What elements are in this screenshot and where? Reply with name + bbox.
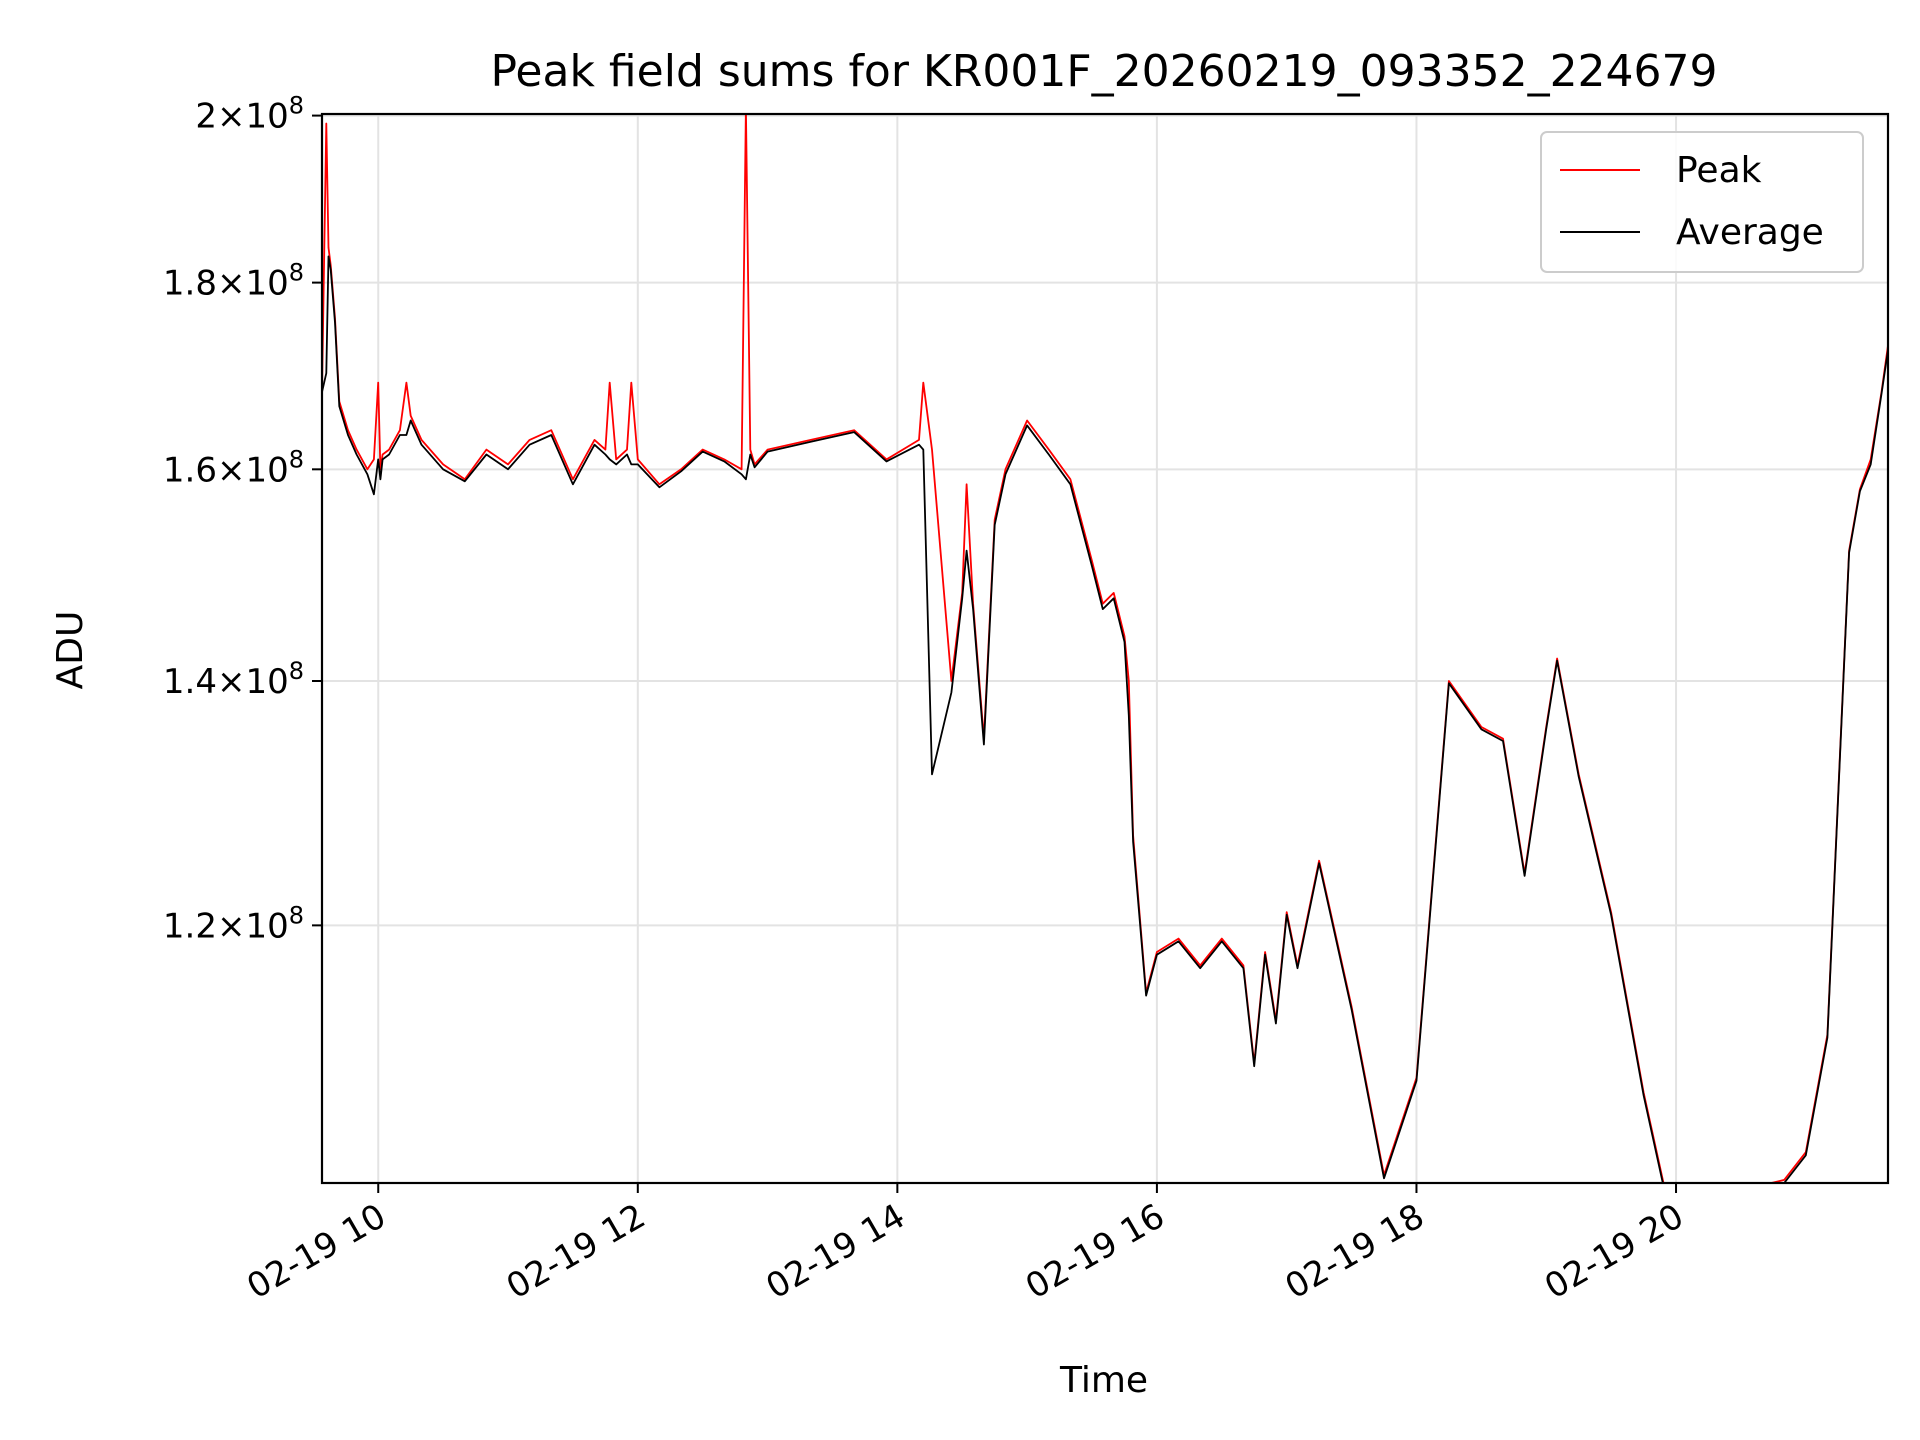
y-tick-exponent: 8 <box>289 92 304 120</box>
y-tick-base: 10 <box>245 906 288 946</box>
y-tick-exponent: 8 <box>289 259 304 287</box>
y-tick-label: 1.8×108 <box>163 259 304 304</box>
series-group <box>322 114 1888 1183</box>
y-tick-label: 2×108 <box>195 92 304 137</box>
y-tick-mantissa: 1.6 <box>163 450 217 490</box>
chart-title: Peak field sums for KR001F_20260219_0933… <box>490 46 1717 97</box>
grid <box>322 114 1888 1183</box>
y-tick-exponent: 8 <box>289 657 304 685</box>
y-tick-times: × <box>217 450 246 490</box>
plot-frame <box>320 112 1890 1185</box>
y-tick-times: × <box>217 264 246 304</box>
y-tick-mantissa: 1.8 <box>163 264 217 304</box>
legend-box <box>1540 131 1864 273</box>
y-tick-times: × <box>217 662 246 702</box>
y-tick-mantissa: 2 <box>195 97 217 137</box>
y-tick-mantissa: 1.2 <box>163 906 217 946</box>
y-tick-base: 10 <box>245 662 288 702</box>
legend: Peak Average <box>1540 131 1864 273</box>
y-tick-label: 1.6×108 <box>163 445 304 490</box>
legend-label-peak: Peak <box>1676 150 1762 191</box>
legend-label-average: Average <box>1676 212 1824 253</box>
y-tick-base: 10 <box>245 97 288 137</box>
y-tick-times: × <box>217 97 246 137</box>
series-layer <box>322 114 1888 1183</box>
y-tick-mantissa: 1.4 <box>163 662 217 702</box>
y-tick-base: 10 <box>245 264 288 304</box>
y-tick-label: 1.2×108 <box>163 901 304 946</box>
y-axis-label: ADU <box>50 611 91 690</box>
y-tick-exponent: 8 <box>289 901 304 929</box>
y-tick-base: 10 <box>245 450 288 490</box>
plot-area <box>322 114 1888 1183</box>
x-axis-label: Time <box>1059 1360 1148 1401</box>
y-tick-times: × <box>217 906 246 946</box>
series-line-average <box>322 255 1888 1183</box>
y-tick-exponent: 8 <box>289 445 304 473</box>
y-tick-label: 1.4×108 <box>163 657 304 702</box>
